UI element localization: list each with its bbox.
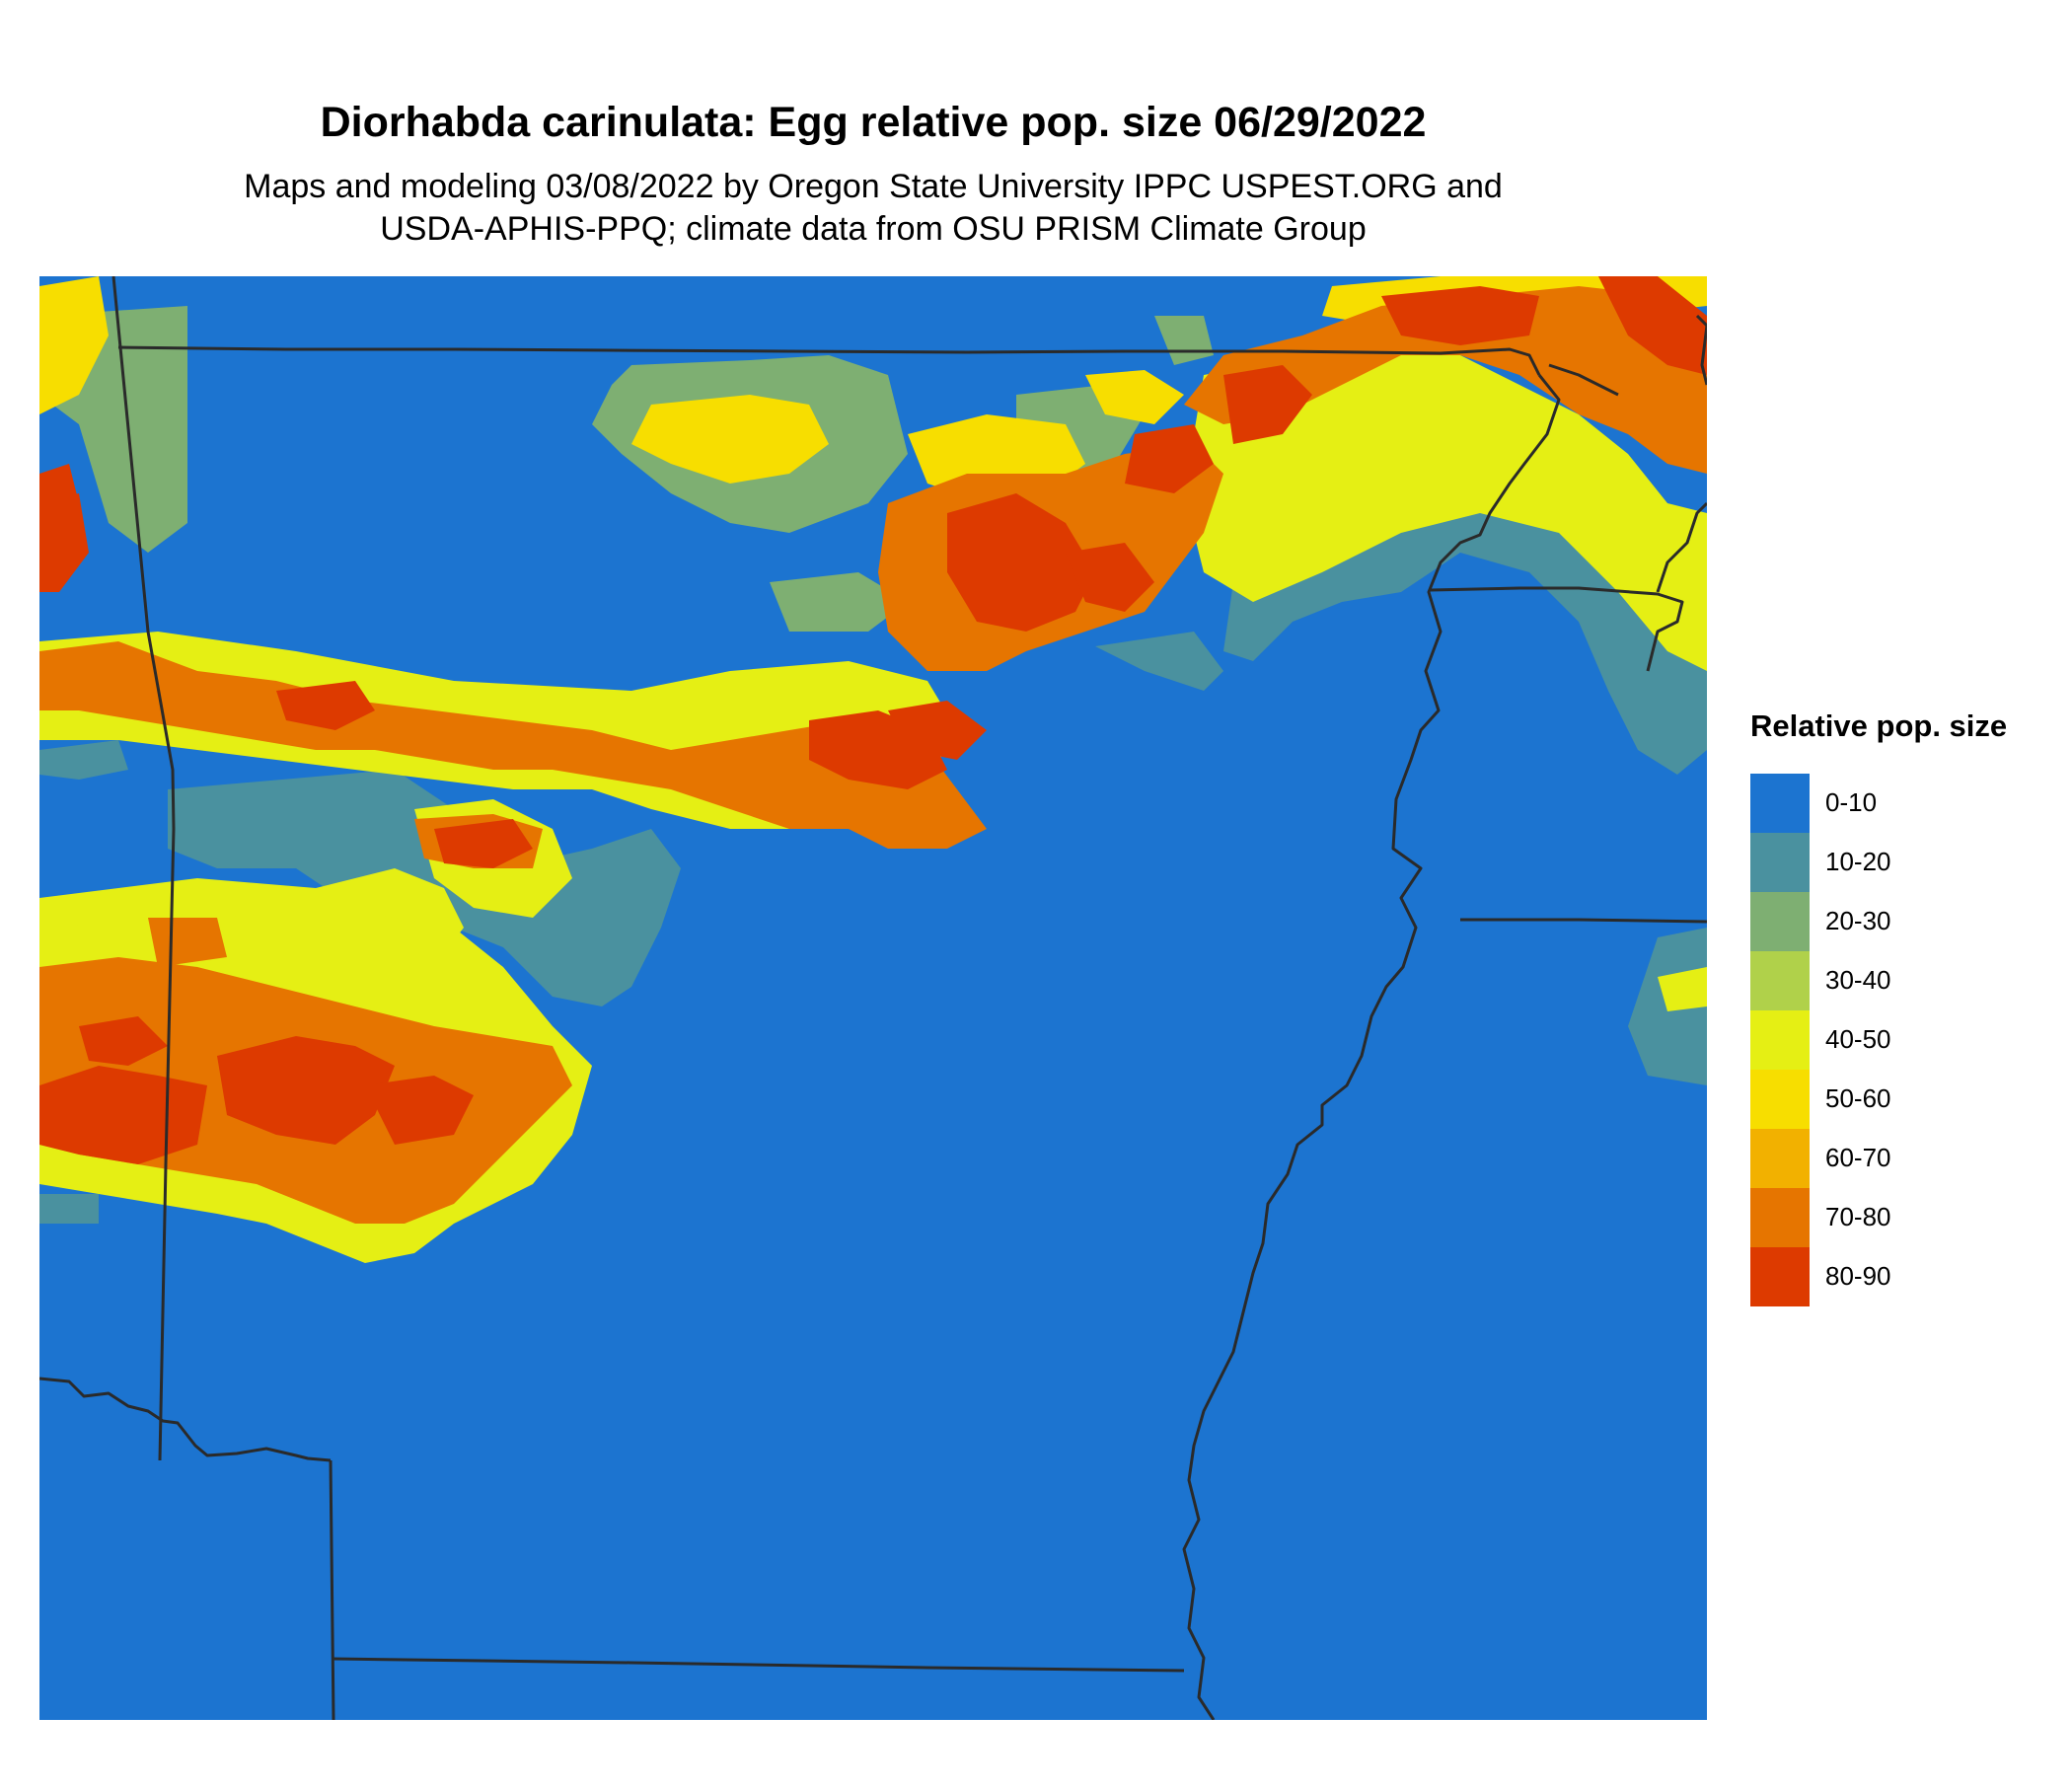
boundary-west bbox=[111, 276, 176, 1461]
legend-item: 70-80 bbox=[1750, 1188, 2007, 1247]
legend-item: 20-30 bbox=[1750, 892, 2007, 951]
legend-swatch bbox=[1750, 1010, 1810, 1070]
boundary-kentucky bbox=[1548, 363, 1619, 397]
legend-item: 30-40 bbox=[1750, 951, 2007, 1010]
legend-label: 80-90 bbox=[1825, 1261, 1891, 1291]
state-boundaries bbox=[39, 276, 1707, 1720]
legend: Relative pop. size 0-10 10-20 20-30 30-40 40… bbox=[1750, 708, 2007, 1306]
legend-label: 60-70 bbox=[1825, 1143, 1891, 1172]
legend-item: 60-70 bbox=[1750, 1129, 2007, 1188]
legend-title: Relative pop. size bbox=[1750, 708, 2008, 743]
legend-swatch bbox=[1750, 892, 1810, 951]
legend-swatch bbox=[1750, 1070, 1810, 1129]
legend-swatch bbox=[1750, 1129, 1810, 1188]
map-subtitle-line-2: USDA-APHIS-PPQ; climate data from OSU PR… bbox=[380, 210, 1367, 248]
boundary-north bbox=[117, 345, 1541, 376]
boundary-illinois bbox=[1695, 314, 1707, 386]
legend-swatch bbox=[1750, 951, 1810, 1010]
legend-label: 0-10 bbox=[1825, 787, 1878, 817]
legend-swatch bbox=[1750, 774, 1810, 833]
boundary-red-river bbox=[39, 1377, 332, 1462]
map-subtitle-line-1: Maps and modeling 03/08/2022 by Oregon S… bbox=[244, 168, 1503, 205]
legend-label: 30-40 bbox=[1825, 965, 1891, 995]
legend-swatch bbox=[1750, 1247, 1810, 1306]
legend-label: 50-60 bbox=[1825, 1083, 1891, 1113]
legend-item: 10-20 bbox=[1750, 833, 2007, 892]
legend-item: 0-10 bbox=[1750, 774, 2007, 833]
map-title: Diorhabda carinulata: Egg relative pop. … bbox=[320, 99, 1427, 146]
legend-swatch bbox=[1750, 833, 1810, 892]
legend-label: 70-80 bbox=[1825, 1202, 1891, 1231]
legend-label: 40-50 bbox=[1825, 1024, 1891, 1054]
legend-items: 0-10 10-20 20-30 30-40 40-50 50-60 60-70 70-80 8… bbox=[1750, 774, 2007, 1306]
legend-item: 80-90 bbox=[1750, 1247, 2007, 1306]
legend-item: 50-60 bbox=[1750, 1070, 2007, 1129]
heat-map bbox=[39, 276, 1707, 1720]
legend-swatch bbox=[1750, 1188, 1810, 1247]
boundary-northeast bbox=[1430, 586, 1684, 672]
legend-item: 40-50 bbox=[1750, 1010, 2007, 1070]
boundary-northeast-2 bbox=[1656, 501, 1707, 593]
boundary-louisiana bbox=[333, 1657, 1185, 1673]
legend-label: 20-30 bbox=[1825, 906, 1891, 935]
mississippi-river bbox=[1182, 374, 1561, 1720]
zone-80-90 bbox=[39, 276, 1707, 1164]
boundary-east bbox=[1460, 918, 1707, 924]
boundary-texas bbox=[329, 1459, 335, 1720]
map-svg bbox=[39, 276, 1707, 1720]
legend-label: 10-20 bbox=[1825, 847, 1891, 876]
